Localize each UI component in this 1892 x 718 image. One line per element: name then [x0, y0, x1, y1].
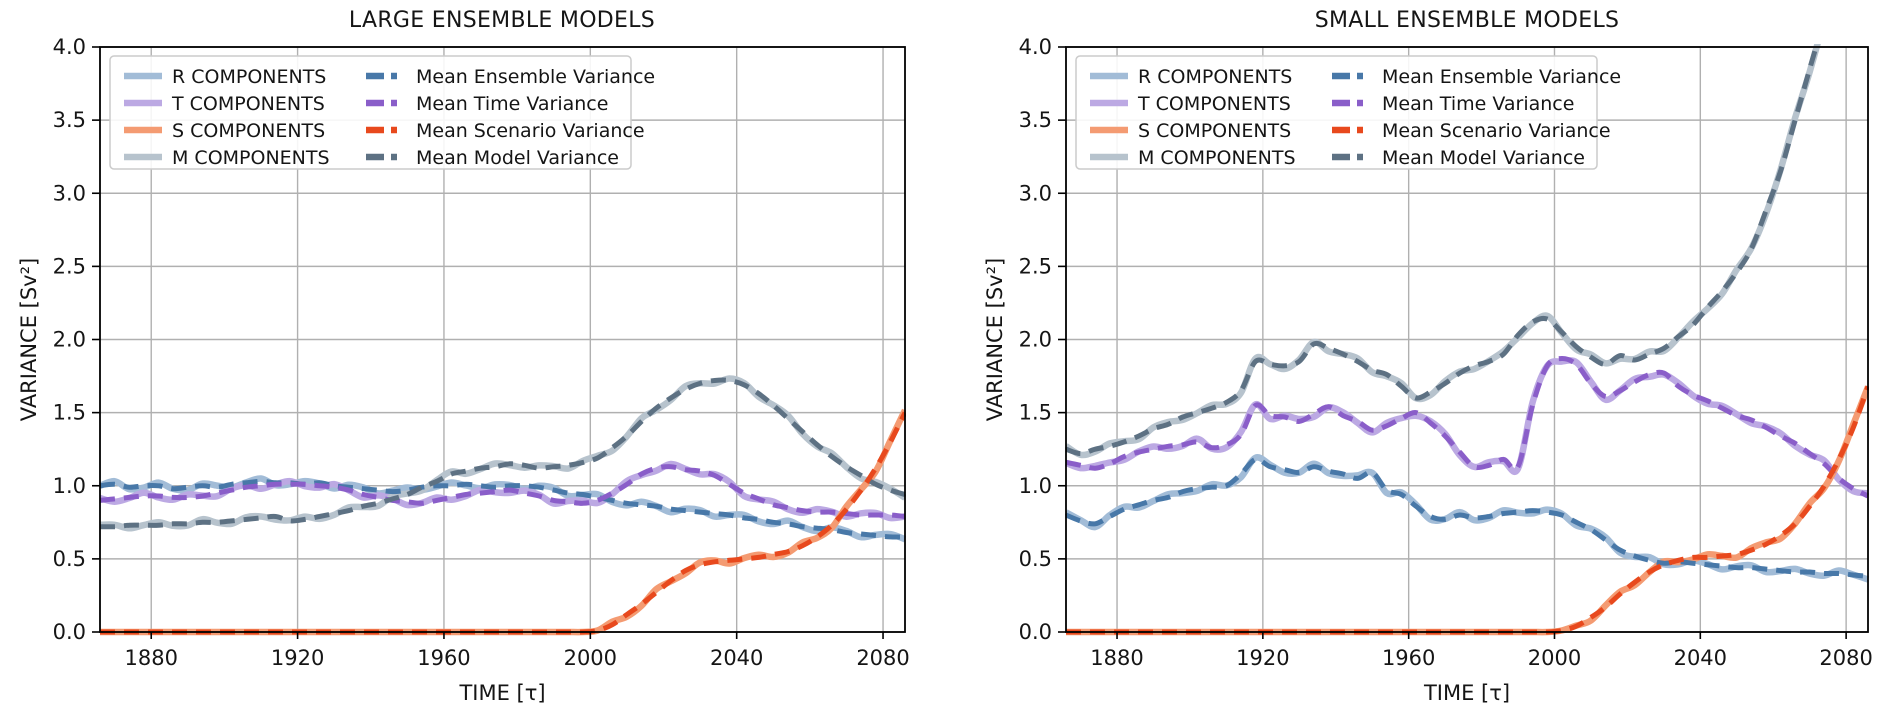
legend: R COMPONENTS Mean Ensemble Variance T COMP… [1075, 55, 1621, 170]
y-axis-label: VARIANCE [Sv²] [983, 258, 1007, 421]
y-tick-label: 1.5 [1019, 401, 1052, 425]
y-tick-label: 2.5 [53, 254, 86, 278]
mean-model-variance-line [1065, 44, 1820, 457]
x-tick-label: 1960 [417, 646, 470, 670]
legend-label-r-components: R COMPONENTS [172, 66, 326, 88]
y-tick-label: 1.5 [53, 401, 86, 425]
x-tick-label: 1960 [1382, 646, 1435, 670]
y-tick-label: 1.0 [1019, 474, 1052, 498]
y-tick-label: 4.0 [53, 35, 86, 59]
y-tick-label: 2.5 [1019, 254, 1052, 278]
legend-label-s-components: S COMPONENTS [172, 120, 325, 142]
x-tick-label: 2080 [1819, 646, 1872, 670]
x-tick-label: 1880 [1090, 646, 1143, 670]
panel-small-ensemble-models: 1880 1920 1960 2000 2040 2080 0.0 0.5 1.0 1.5 2.0 2… [983, 35, 1873, 705]
x-axis-label: TIME [τ] [1423, 681, 1510, 705]
y-tick-label: 0.0 [53, 620, 86, 644]
y-axis-label: VARIANCE [Sv²] [17, 258, 41, 421]
x-tick-label: 1920 [1236, 646, 1289, 670]
x-axis-label: TIME [τ] [458, 681, 545, 705]
legend-label-mean-time-variance: Mean Time Variance [1382, 93, 1574, 115]
legend-label-r-components: R COMPONENTS [1138, 66, 1292, 88]
mean-ensemble-variance-line [1065, 456, 1869, 579]
mean-ensemble-variance-line [99, 478, 906, 540]
legend-label-mean-scenario-variance: Mean Scenario Variance [416, 120, 645, 142]
x-tick-label: 1880 [125, 646, 178, 670]
x-tick-label: 2000 [564, 646, 617, 670]
legend-box [109, 55, 632, 170]
y-tick-label: 0.5 [53, 547, 86, 571]
legend-label-mean-model-variance: Mean Model Variance [416, 147, 619, 169]
panel-title-large-ensemble: LARGE ENSEMBLE MODELS [348, 8, 656, 33]
y-tick-label: 0.0 [1019, 620, 1052, 644]
legend-label-mean-model-variance: Mean Model Variance [1382, 147, 1585, 169]
y-tick-label: 3.0 [1019, 181, 1052, 205]
y-tick-label: 3.5 [1019, 108, 1052, 132]
legend-label-m-components: M COMPONENTS [1138, 147, 1296, 169]
legend-label-mean-ensemble-variance: Mean Ensemble Variance [416, 66, 655, 88]
y-tick-label: 1.0 [53, 474, 86, 498]
legend-label-mean-ensemble-variance: Mean Ensemble Variance [1382, 66, 1621, 88]
legend-box [1075, 55, 1598, 170]
y-tick-label: 2.0 [53, 328, 86, 352]
panel-large-ensemble-models: 1880 1920 1960 2000 2040 2080 0.0 0.5 1.0 1.5 2.0 2… [17, 35, 910, 705]
legend-label-mean-scenario-variance: Mean Scenario Variance [1382, 120, 1611, 142]
legend: R COMPONENTS Mean Ensemble Variance T COMP… [109, 55, 655, 170]
t-components-line [1065, 357, 1869, 497]
y-tick-label: 2.0 [1019, 328, 1052, 352]
legend-label-m-components: M COMPONENTS [172, 147, 330, 169]
x-tick-label: 2040 [710, 646, 763, 670]
x-tick-label: 1920 [271, 646, 324, 670]
x-tick-label: 2040 [1674, 646, 1727, 670]
mean-time-variance-line [99, 464, 906, 519]
legend-label-t-components: T COMPONENTS [171, 93, 325, 115]
legend-label-s-components: S COMPONENTS [1138, 120, 1291, 142]
panel-title-small-ensemble: SMALL ENSEMBLE MODELS [1314, 8, 1620, 33]
y-tick-label: 3.0 [53, 181, 86, 205]
y-tick-label: 4.0 [1019, 35, 1052, 59]
mean-model-variance-line [99, 377, 906, 530]
y-tick-label: 0.5 [1019, 547, 1052, 571]
legend-label-t-components: T COMPONENTS [1137, 93, 1291, 115]
x-tick-label: 2080 [856, 646, 909, 670]
legend-label-mean-time-variance: Mean Time Variance [416, 93, 608, 115]
mean-time-variance-line [1065, 355, 1869, 499]
x-tick-label: 2000 [1528, 646, 1581, 670]
y-tick-label: 3.5 [53, 108, 86, 132]
